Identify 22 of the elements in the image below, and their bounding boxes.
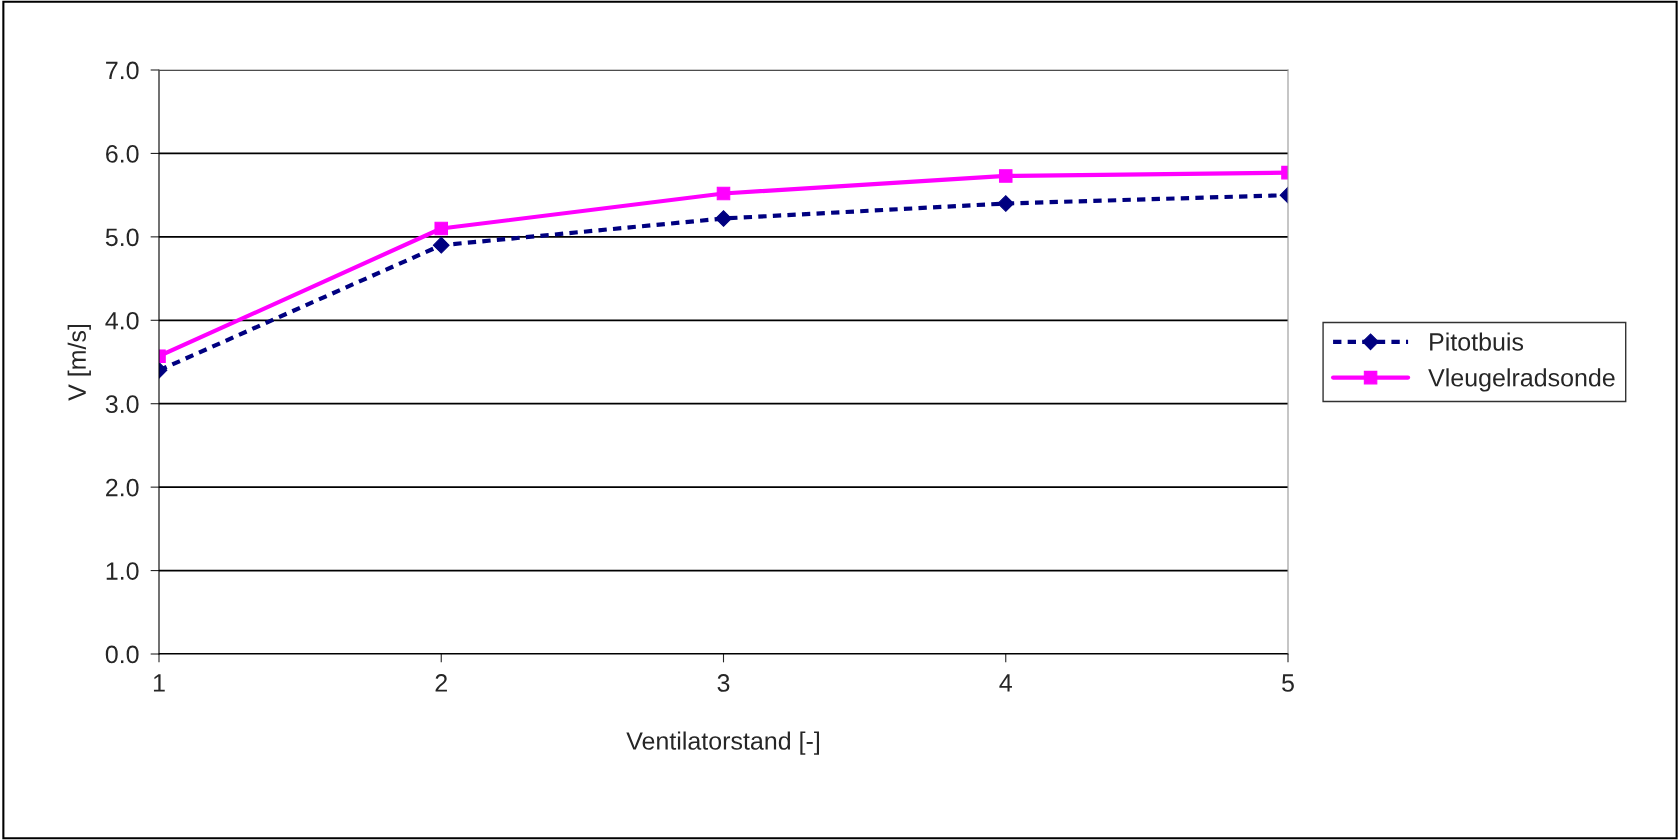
y-tick-label: 2.0	[106, 478, 139, 497]
y-tick-label: 4.0	[105, 311, 139, 330]
y-tick-label: 5.0	[105, 228, 139, 247]
x-tick-label: 2	[435, 674, 447, 692]
point	[998, 169, 1013, 183]
legend-label: Vleugelradsonde	[1428, 368, 1615, 392]
point	[715, 210, 732, 227]
x-tick-label: 1	[153, 674, 165, 692]
y-tick-label: 6.0	[106, 145, 139, 163]
y-axis-title: V [m/s]	[67, 324, 91, 401]
y-tick-label: 1.0	[106, 562, 139, 580]
x-tick-label: 5	[1282, 674, 1294, 692]
x-axis-title: Ventilatorstand [-]	[626, 731, 819, 755]
legend-label: Pitotbuis	[1430, 332, 1524, 351]
y-tick-label: 0.0	[105, 645, 139, 664]
point	[432, 236, 450, 254]
y-tick-label: 7.0	[106, 61, 139, 80]
x-tick-label: 4	[999, 674, 1012, 692]
y-tick-label: 3.0	[105, 395, 139, 414]
x-tick-label: 3	[717, 674, 730, 692]
point	[434, 221, 449, 236]
point	[716, 186, 731, 201]
